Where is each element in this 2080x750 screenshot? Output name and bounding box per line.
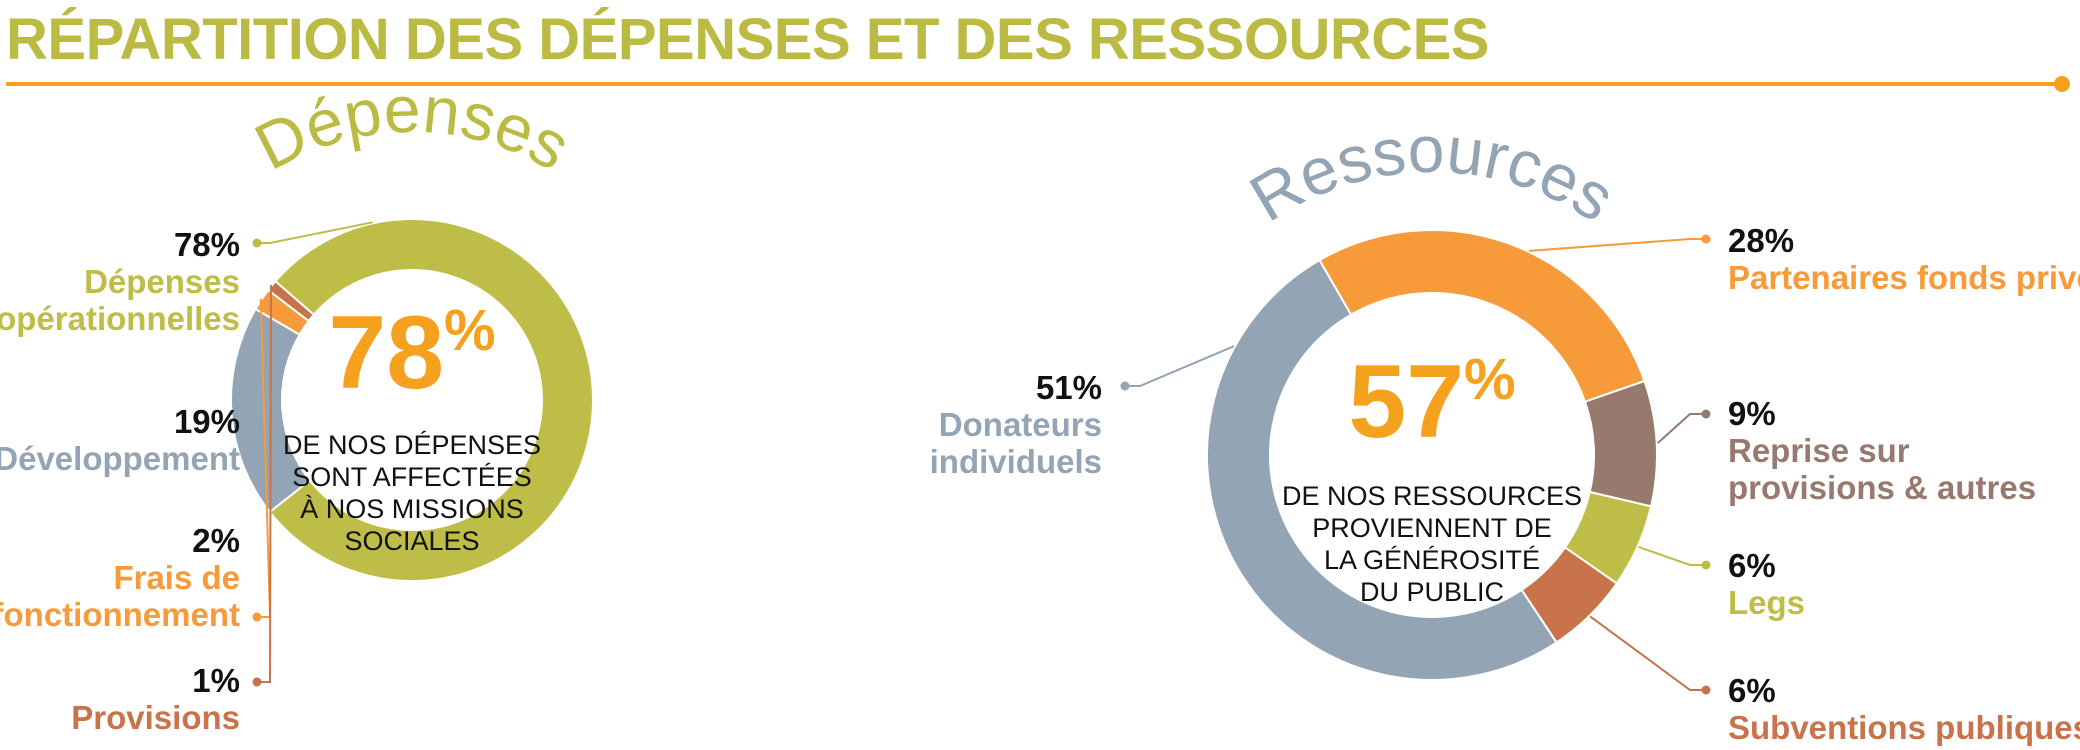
leader-dot-2-2 (1701, 409, 1711, 419)
legend-pct-2-2: 9% (1728, 395, 1776, 432)
legend-pct-2-5: 51% (1036, 369, 1102, 406)
leader-dot-1-4 (252, 677, 262, 687)
donut-slice-2-1 (1318, 229, 1646, 403)
legend-label-2-4-1: Subventions publiques (1728, 709, 2080, 746)
legend-label-1-3-2: fonctionnement (0, 596, 240, 633)
legend-label-2-2-2: provisions & autres (1728, 469, 2036, 506)
donut-slice-2-2 (1583, 379, 1658, 508)
donut-slice-2-5 (1205, 258, 1558, 681)
leader-dot-1-1 (252, 238, 262, 248)
legend-pct-1-1: 78% (174, 226, 240, 263)
legend-label-1-2-1: Développement (0, 440, 240, 477)
leader-line-2-4 (1589, 615, 1706, 691)
title-rule (6, 82, 2062, 86)
legend-label-2-5-2: individuels (930, 443, 1102, 480)
legend-pct-1-4: 1% (192, 662, 240, 699)
center-text-line-1-4: SOCIALES (344, 526, 479, 556)
legend-pct-1-3: 2% (192, 522, 240, 559)
leader-line-2-2 (1657, 413, 1706, 444)
legend-label-2-3-1: Legs (1728, 584, 1805, 621)
legend-label-1-1-1: Dépenses (84, 263, 240, 300)
leader-dot-2-3 (1701, 560, 1711, 570)
page-title: RÉPARTITION DES DÉPENSES ET DES RESSOURC… (6, 7, 1489, 72)
leader-dot-2-1 (1701, 234, 1711, 244)
center-text-line-1-1: DE NOS DÉPENSES (283, 430, 541, 460)
legend-label-2-2-1: Reprise sur (1728, 432, 1910, 469)
legend-pct-2-3: 6% (1728, 547, 1776, 584)
center-value-1: 78% (328, 295, 495, 411)
center-text-line-2-2: PROVIENNENT DE (1312, 513, 1552, 543)
center-text-line-2-4: DU PUBLIC (1360, 577, 1504, 607)
center-text-line-1-2: SONT AFFECTÉES (292, 462, 532, 492)
legend-label-2-1-1: Partenaires fonds privés (1728, 259, 2080, 296)
leader-dot-2-5 (1120, 381, 1130, 391)
legend-label-1-3-1: Frais de (113, 559, 240, 596)
center-text-line-2-3: LA GÉNÉROSITÉ (1324, 545, 1540, 575)
leader-line-2-1 (1529, 238, 1706, 252)
center-text-line-2-1: DE NOS RESSOURCES (1282, 481, 1582, 511)
leader-dot-1-3 (252, 612, 262, 622)
legend-pct-1-2: 19% (174, 403, 240, 440)
legend-label-1-4-1: Provisions (71, 699, 240, 736)
legend-label-1-1-2: opérationnelles (0, 300, 240, 337)
leader-line-2-3 (1638, 545, 1706, 566)
legend-pct-2-1: 28% (1728, 222, 1794, 259)
leader-dot-2-4 (1701, 685, 1711, 695)
donut-slice-1-1 (268, 218, 594, 582)
legend-label-2-5-1: Donateurs (939, 406, 1102, 443)
legend-pct-2-4: 6% (1728, 672, 1776, 709)
chart-title-1: Dépenses (243, 72, 581, 185)
center-value-2: 57% (1348, 344, 1515, 460)
leader-dot-1-2 (252, 417, 262, 427)
center-text-line-1-3: À NOS MISSIONS (300, 494, 524, 524)
chart-title-2: Ressources (1237, 112, 1627, 236)
leader-line-2-5 (1125, 345, 1235, 387)
title-rule-dot (2054, 76, 2070, 92)
